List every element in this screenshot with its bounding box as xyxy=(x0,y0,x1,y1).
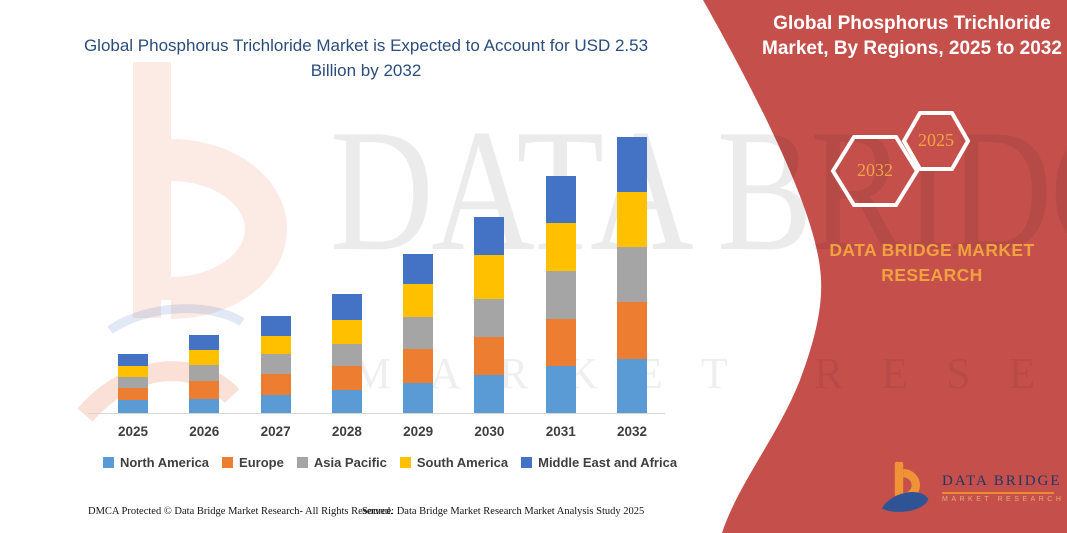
legend-label-asia-pacific: Asia Pacific xyxy=(313,455,387,470)
bar-segment-middle-east-and-africa xyxy=(260,316,291,336)
logo-b-icon xyxy=(881,461,929,512)
bar-2030 xyxy=(474,217,505,413)
x-axis-label-2032: 2032 xyxy=(616,424,648,439)
legend-item-south-america: South America xyxy=(399,455,509,470)
bar-segment-asia-pacific xyxy=(403,317,434,349)
bar-segment-europe xyxy=(118,387,148,400)
panel-title: Global Phosphorus Trichloride Market, By… xyxy=(762,13,1062,59)
bar-segment-middle-east-and-africa xyxy=(616,137,647,192)
bar-segment-south-america xyxy=(189,349,220,366)
legend-item-europe: Europe xyxy=(222,455,284,470)
brand-text: DATA BRIDGE MARKET RESEARCH xyxy=(810,238,1054,287)
brand-line2: RESEARCH xyxy=(881,264,983,285)
bar-segment-asia-pacific xyxy=(189,365,220,382)
bar-segment-asia-pacific xyxy=(545,271,576,320)
legend-swatch-middle-east-and-africa xyxy=(521,457,533,468)
x-axis-label-2026: 2026 xyxy=(189,424,220,439)
bar-segment-middle-east-and-africa xyxy=(545,176,576,224)
chart-title: Global Phosphorus Trichloride Market is … xyxy=(83,36,649,80)
bar-segment-north-america xyxy=(616,358,647,413)
legend-item-middle-east-and-africa: Middle East and Africa xyxy=(521,455,677,470)
brand-line1: DATA BRIDGE MARKET xyxy=(829,240,1035,260)
bar-segment-south-america xyxy=(403,284,434,318)
bar-segment-north-america xyxy=(403,382,434,413)
bar-2027 xyxy=(260,316,291,413)
bar-segment-asia-pacific xyxy=(260,354,291,374)
bar-segment-south-america xyxy=(118,366,148,378)
bar-segment-asia-pacific xyxy=(616,247,647,302)
x-axis-label-2025: 2025 xyxy=(118,424,149,439)
bar-segment-europe xyxy=(474,336,505,375)
bar-segment-europe xyxy=(260,373,291,395)
bar-segment-north-america xyxy=(260,394,291,413)
watermark-text-secondary: MARKET RESEARCH xyxy=(352,349,1067,398)
bar-segment-middle-east-and-africa xyxy=(118,354,148,367)
legend-item-north-america: North America xyxy=(102,455,210,470)
bar-segment-south-america xyxy=(331,320,362,345)
bar-2028 xyxy=(331,294,362,413)
bar-2029 xyxy=(403,253,434,413)
bar-segment-north-america xyxy=(545,366,576,413)
x-axis-line xyxy=(88,413,665,414)
legend: North America Europe Asia Pacific South Ame… xyxy=(80,455,700,470)
bar-segment-europe xyxy=(189,381,220,399)
bar-segment-europe xyxy=(545,319,576,367)
x-axis-label-2028: 2028 xyxy=(331,424,362,439)
legend-label-middle-east-and-africa: Middle East and Africa xyxy=(538,455,678,470)
x-axis-label-2027: 2027 xyxy=(260,424,291,439)
bar-segment-asia-pacific xyxy=(331,344,362,367)
footer-source: Source: Data Bridge Market Research Mark… xyxy=(362,506,645,517)
legend-swatch-europe xyxy=(222,457,234,468)
legend-label-north-america: North America xyxy=(119,455,210,470)
bar-segment-asia-pacific xyxy=(474,298,505,337)
bar-segment-middle-east-and-africa xyxy=(331,294,362,321)
legend-swatch-south-america xyxy=(399,457,411,468)
bar-segment-north-america xyxy=(331,390,362,413)
bar-segment-north-america xyxy=(118,399,148,413)
bar-segment-south-america xyxy=(260,335,291,355)
bars xyxy=(118,123,647,413)
bar-segment-middle-east-and-africa xyxy=(403,253,434,285)
logo-text-block: DATA BRIDGE MARKET RESEARCH xyxy=(942,473,1064,503)
footer-dmca: DMCA Protected © Data Bridge Market Rese… xyxy=(88,506,393,517)
bar-segment-asia-pacific xyxy=(118,377,148,388)
logo-wordmark: DATA BRIDGE xyxy=(942,473,1062,489)
legend-swatch-north-america xyxy=(102,457,114,468)
legend-label-south-america: South America xyxy=(416,455,509,470)
bar-segment-south-america xyxy=(545,223,576,272)
bar-2025 xyxy=(118,354,148,413)
watermark-logo-b-stem xyxy=(133,62,171,300)
x-axis-label-2031: 2031 xyxy=(545,424,576,439)
watermark-logo-b-foot xyxy=(133,290,161,318)
dbmr-logo: DATA BRIDGE MARKET RESEARCH xyxy=(878,460,1061,516)
legend-label-europe: Europe xyxy=(239,455,284,470)
logo-subtext: MARKET RESEARCH xyxy=(942,496,1065,503)
bar-segment-europe xyxy=(331,366,362,391)
x-axis-label-2030: 2030 xyxy=(474,424,505,439)
x-axis-labels: 2025 2026 2027 2028 2029 2030 2031 2032 xyxy=(118,424,647,439)
legend-item-asia-pacific: Asia Pacific xyxy=(296,455,387,470)
logo-underline xyxy=(942,492,1054,494)
bar-segment-north-america xyxy=(189,398,220,413)
legend-swatch-asia-pacific xyxy=(296,457,308,468)
bar-2026 xyxy=(189,334,220,413)
hexagon-year-label-2025: 2025 xyxy=(918,130,954,150)
bar-segment-europe xyxy=(616,301,647,359)
bar-segment-south-america xyxy=(474,255,505,299)
x-axis-label-2029: 2029 xyxy=(403,424,434,439)
hexagon-year-label-2032: 2032 xyxy=(857,160,893,180)
bar-segment-south-america xyxy=(616,191,647,248)
bar-2031 xyxy=(545,176,576,413)
bar-segment-europe xyxy=(403,348,434,383)
bar-2032 xyxy=(616,137,647,413)
bar-segment-middle-east-and-africa xyxy=(474,217,505,256)
bar-segment-north-america xyxy=(474,374,505,413)
bar-segment-middle-east-and-africa xyxy=(189,334,220,350)
